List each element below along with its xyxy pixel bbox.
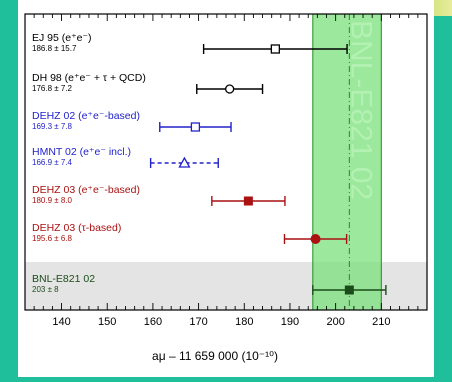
x-axis-label: aμ – 11 659 000 (10⁻¹⁰) bbox=[152, 349, 278, 363]
experiment-band bbox=[312, 14, 382, 310]
band-label: BNL-E821 02 bbox=[344, 20, 377, 200]
entry-label: HMNT 02 (e⁺e⁻ incl.) bbox=[32, 146, 131, 158]
x-tick-label: 160 bbox=[144, 316, 162, 328]
x-tick-label: 210 bbox=[372, 316, 390, 328]
entry-value: 166.9 ± 7.4 bbox=[32, 158, 73, 167]
x-tick-label: 150 bbox=[98, 316, 116, 328]
entry-label: DEHZ 02 (e⁺e⁻-based) bbox=[32, 110, 140, 122]
data-point bbox=[243, 196, 253, 206]
entry-label: DH 98 (e⁺e⁻ + τ + QCD) bbox=[32, 72, 146, 84]
entry-label: DEHZ 03 (τ-based) bbox=[32, 222, 121, 234]
data-point bbox=[344, 285, 354, 295]
entry-value: 186.8 ± 15.7 bbox=[32, 44, 77, 53]
data-point bbox=[178, 156, 191, 168]
entry-label: BNL-E821 02 bbox=[32, 273, 95, 285]
entry-label: DEHZ 03 (e⁺e⁻-based) bbox=[32, 184, 140, 196]
g-2-comparison-chart: BNL-E821 02 140 150 160 170 180 190 200 210 aμ – … bbox=[24, 13, 428, 363]
data-point bbox=[190, 122, 201, 132]
x-tick-label: 140 bbox=[52, 316, 70, 328]
entry-value: 203 ± 8 bbox=[32, 285, 59, 294]
figure-panel: BNL-E821 02 140 150 160 170 180 190 200 210 aμ – … bbox=[18, 0, 434, 377]
entry-value: 180.9 ± 8.0 bbox=[32, 196, 73, 205]
x-tick-label: 200 bbox=[326, 316, 344, 328]
x-tick-label: 190 bbox=[281, 316, 299, 328]
entry-value: 195.6 ± 6.8 bbox=[32, 234, 73, 243]
data-point bbox=[270, 44, 280, 54]
entry-value: 169.3 ± 7.8 bbox=[32, 122, 73, 131]
entry-label: EJ 95 (e⁺e⁻) bbox=[32, 32, 92, 44]
data-point bbox=[225, 84, 235, 94]
data-point bbox=[310, 234, 321, 244]
entry-value: 176.8 ± 7.2 bbox=[32, 84, 73, 93]
x-tick-label: 170 bbox=[189, 316, 207, 328]
x-tick-label: 180 bbox=[235, 316, 253, 328]
